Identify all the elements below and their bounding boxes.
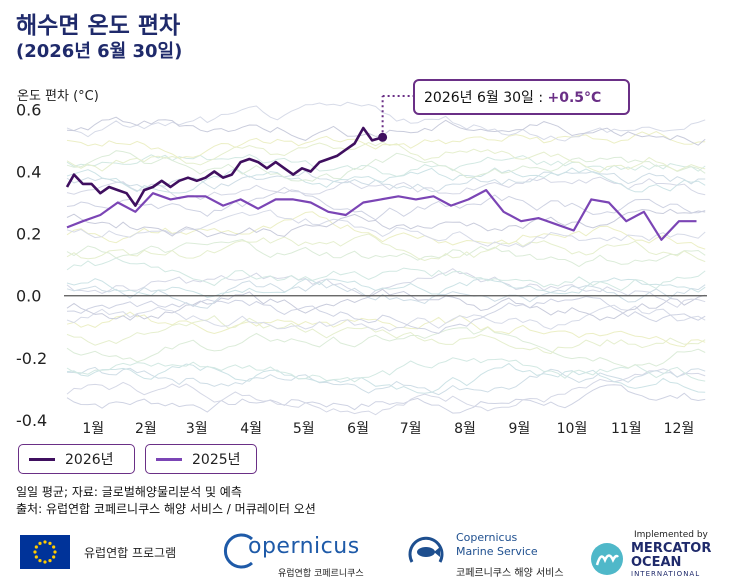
eu-program-label: 유럽연합 프로그램: [84, 546, 177, 560]
historical-line: [66, 209, 706, 248]
x-tick-label: 7월: [400, 421, 422, 437]
x-tick-label: 6월: [347, 421, 369, 437]
historical-line: [66, 311, 706, 348]
source-line-2: 출처: 유럽연합 코페르니쿠스 해양 서비스 / 머큐레이터 오션: [16, 502, 316, 516]
eu-star: [52, 555, 56, 559]
y-axis-label: 온도 편차 (°C): [17, 89, 99, 104]
x-tick-label: 2월: [135, 421, 157, 437]
historical-line: [66, 366, 706, 396]
mercator-line1: MERCATOR: [631, 541, 712, 556]
historical-line: [66, 295, 706, 334]
y-tick-label: 0.4: [16, 162, 41, 181]
historical-line: [66, 208, 706, 238]
eu-star: [34, 545, 38, 549]
legend-swatch-2026: [29, 457, 55, 461]
mercator-line2: OCEAN: [631, 555, 682, 570]
legend-2026: 2026년: [18, 444, 135, 474]
historical-line: [66, 304, 706, 332]
historical-line: [66, 280, 706, 309]
x-tick-label: 1월: [82, 421, 104, 437]
x-tick-label: 11월: [611, 421, 642, 437]
eu-star: [48, 541, 52, 545]
eu-star: [52, 545, 56, 549]
legend-swatch-2025: [156, 457, 182, 461]
historical-line: [66, 357, 706, 383]
x-tick-label: 8월: [454, 421, 476, 437]
marine-service-sub: 코페르니쿠스 해양 서비스: [456, 568, 564, 579]
legend-label-2025: 2025년: [192, 452, 241, 468]
y-tick-label: 0.0: [16, 287, 41, 306]
historical-line: [66, 315, 706, 355]
historical-line: [66, 384, 706, 414]
copernicus-sub: 유럽연합 코페르니쿠스: [278, 569, 364, 579]
eu-star: [43, 560, 47, 564]
x-tick-label: 12월: [664, 421, 695, 437]
x-tick-label: 9월: [508, 421, 530, 437]
mercator-ocean-icon: [591, 543, 623, 575]
eu-star: [33, 550, 37, 554]
historical-line: [66, 150, 706, 182]
y-tick-label: -0.4: [16, 411, 47, 430]
page-title: 해수면 온도 편차: [16, 13, 181, 39]
eu-star: [34, 555, 38, 559]
series-line-2025년: [66, 189, 697, 241]
historical-line: [66, 211, 706, 250]
y-tick-labels: -0.4 -0.2 0.0 0.2 0.4 0.6: [16, 100, 47, 430]
copernicus-logo-icon: [223, 533, 253, 569]
historical-line: [66, 368, 706, 416]
page-subtitle: (2026년 6월 30일): [16, 41, 183, 62]
legend-label-2026: 2026년: [65, 452, 114, 468]
historical-line: [66, 153, 706, 177]
legend-2025: 2025년: [145, 444, 257, 474]
eu-star: [38, 541, 42, 545]
series-line-2026년: [65, 126, 383, 207]
eu-star: [53, 550, 57, 554]
marine-service-line1: Copernicus: [456, 531, 518, 544]
callout: 2026년 6월 30일 : +0.5°C: [381, 79, 630, 133]
historical-line: [66, 233, 706, 263]
historical-line: [66, 101, 706, 142]
historical-line: [66, 288, 706, 321]
historical-line: [66, 167, 706, 194]
x-tick-label: 10월: [557, 421, 588, 437]
historical-line: [66, 189, 706, 221]
source-line-1: 일일 평균; 자료: 글로벌해양물리분석 및 예측: [16, 485, 242, 499]
marine-service-line2: Marine Service: [456, 545, 538, 558]
historical-line: [66, 131, 706, 159]
historical-line: [66, 326, 706, 369]
y-tick-label: 0.2: [16, 225, 41, 244]
callout-date: 2026년 6월 30일 :: [424, 90, 548, 106]
series-lines: [65, 126, 697, 241]
historical-line: [66, 176, 706, 201]
historical-line: [66, 238, 706, 268]
callout-value: +0.5°C: [548, 90, 602, 106]
series-endpoint-marker: [378, 132, 388, 142]
historical-line: [66, 170, 706, 193]
callout-label: 2026년 6월 30일 : +0.5°C: [424, 90, 601, 106]
y-tick-label: 0.6: [16, 100, 41, 119]
historical-line: [66, 277, 706, 298]
y-tick-label: -0.2: [16, 349, 47, 368]
historical-lines: [66, 101, 706, 416]
x-tick-label: 4월: [240, 421, 262, 437]
historical-line: [66, 116, 706, 146]
eu-star: [38, 559, 42, 563]
x-tick-labels: 1월 2월 3월 4월 5월 6월 7월 8월 9월 10월 11월 12월: [82, 421, 694, 437]
mercator-implemented-by: Implemented by: [634, 530, 708, 540]
historical-line: [66, 141, 706, 173]
historical-line: [66, 362, 706, 394]
sst-anomaly-chart: -0.4-0.20.00.20.40.6 1월 2월 3월 4월 5월 6월 7월 8월 9월 1…: [16, 79, 707, 437]
eu-flag-icon: [20, 535, 70, 569]
copernicus-logo-text: opernicus: [248, 534, 360, 559]
eu-star: [48, 559, 52, 563]
footer-logos: 유럽연합 프로그램 opernicus 유럽연합 코페르니쿠스 Copernic…: [0, 528, 730, 584]
historical-line: [66, 257, 706, 291]
historical-line: [66, 268, 706, 308]
x-tick-label: 5월: [293, 421, 315, 437]
eu-star: [43, 540, 47, 544]
marine-service-icon: [408, 536, 444, 563]
x-tick-label: 3월: [186, 421, 208, 437]
mercator-line3: INTERNATIONAL: [631, 570, 701, 578]
